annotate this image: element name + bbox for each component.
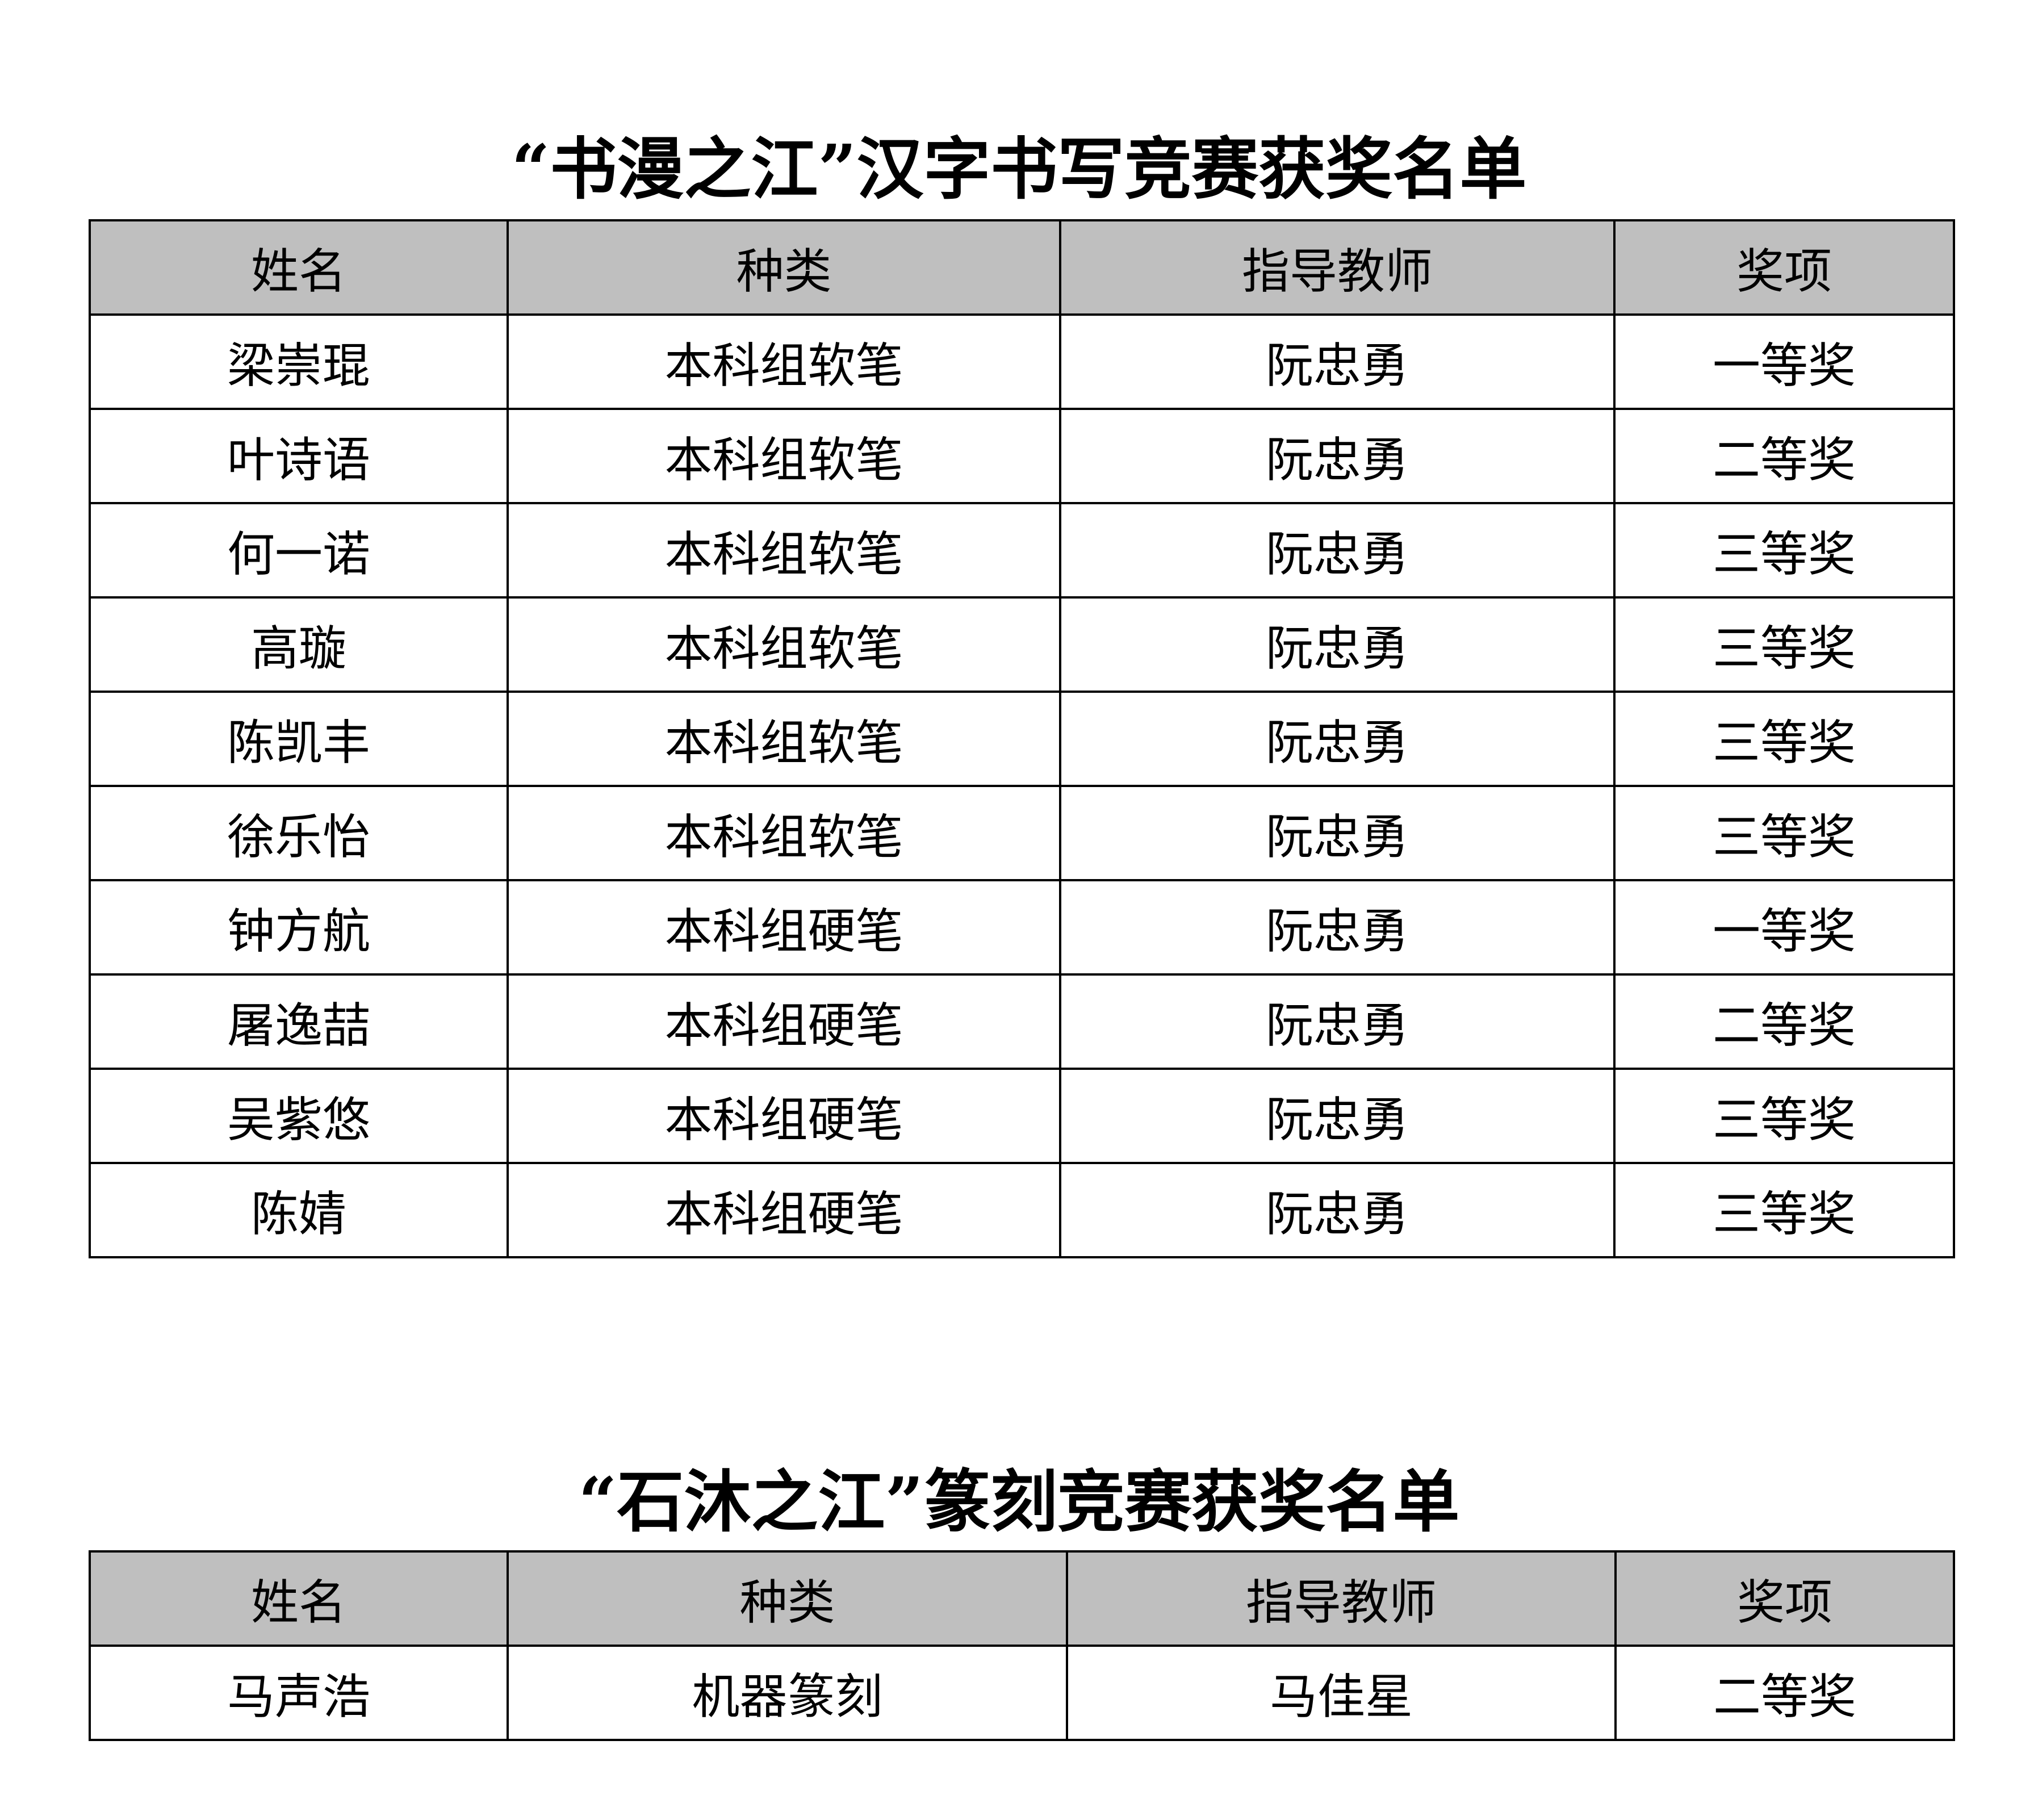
cell-award: 三等奖 (1613, 502, 1955, 599)
table-row: 吴紫悠 本科组硬笔 阮忠勇 三等奖 (89, 1068, 1955, 1164)
cell-teacher: 阮忠勇 (1059, 691, 1616, 787)
table-row: 屠逸喆 本科组硬笔 阮忠勇 二等奖 (89, 973, 1955, 1070)
table-row: 马声浩 机器篆刻 马佳星 二等奖 (89, 1645, 1955, 1741)
cell-teacher: 阮忠勇 (1059, 502, 1616, 599)
cell-name: 高璇 (89, 596, 509, 693)
cell-award: 三等奖 (1613, 1162, 1955, 1258)
header-name: 姓名 (89, 219, 509, 316)
cell-teacher: 阮忠勇 (1059, 785, 1616, 881)
header-name: 姓名 (89, 1550, 509, 1647)
cell-category: 本科组软笔 (507, 313, 1061, 410)
cell-award: 二等奖 (1613, 973, 1955, 1070)
cell-award: 三等奖 (1613, 596, 1955, 693)
cell-award: 二等奖 (1614, 1645, 1955, 1741)
table-row: 梁崇琨 本科组软笔 阮忠勇 一等奖 (89, 313, 1955, 410)
header-teacher: 指导教师 (1066, 1550, 1617, 1647)
header-category: 种类 (507, 1550, 1068, 1647)
cell-name: 屠逸喆 (89, 973, 509, 1070)
cell-category: 本科组软笔 (507, 408, 1061, 504)
cell-award: 一等奖 (1613, 313, 1955, 410)
cell-name: 陈婧 (89, 1162, 509, 1258)
table-row: 高璇 本科组软笔 阮忠勇 三等奖 (89, 596, 1955, 693)
table-row: 陈凯丰 本科组软笔 阮忠勇 三等奖 (89, 691, 1955, 787)
cell-teacher: 阮忠勇 (1059, 596, 1616, 693)
cell-category: 本科组硬笔 (507, 1068, 1061, 1164)
cell-award: 三等奖 (1613, 785, 1955, 881)
table-row: 何一诺 本科组软笔 阮忠勇 三等奖 (89, 502, 1955, 599)
table-row: 陈婧 本科组硬笔 阮忠勇 三等奖 (89, 1162, 1955, 1258)
cell-category: 机器篆刻 (507, 1645, 1068, 1741)
cell-category: 本科组软笔 (507, 502, 1061, 599)
cell-name: 吴紫悠 (89, 1068, 509, 1164)
cell-teacher: 马佳星 (1066, 1645, 1617, 1741)
header-category: 种类 (507, 219, 1061, 316)
cell-award: 三等奖 (1613, 691, 1955, 787)
header-award: 奖项 (1614, 1550, 1955, 1647)
cell-teacher: 阮忠勇 (1059, 313, 1616, 410)
cell-category: 本科组硬笔 (507, 879, 1061, 976)
table1-title: “书漫之江”汉字书写竞赛获奖名单 (511, 129, 1527, 208)
cell-teacher: 阮忠勇 (1059, 408, 1616, 504)
cell-name: 叶诗语 (89, 408, 509, 504)
cell-teacher: 阮忠勇 (1059, 973, 1616, 1070)
cell-category: 本科组软笔 (507, 596, 1061, 693)
cell-name: 梁崇琨 (89, 313, 509, 410)
cell-teacher: 阮忠勇 (1059, 879, 1616, 976)
cell-name: 马声浩 (89, 1645, 509, 1741)
table-row: 叶诗语 本科组软笔 阮忠勇 二等奖 (89, 408, 1955, 504)
cell-teacher: 阮忠勇 (1059, 1162, 1616, 1258)
cell-name: 钟方航 (89, 879, 509, 976)
header-row: 姓名 种类 指导教师 奖项 (89, 1550, 1955, 1647)
cell-category: 本科组软笔 (507, 691, 1061, 787)
cell-category: 本科组软笔 (507, 785, 1061, 881)
cell-name: 陈凯丰 (89, 691, 509, 787)
table-row: 徐乐怡 本科组软笔 阮忠勇 三等奖 (89, 785, 1955, 881)
header-teacher: 指导教师 (1059, 219, 1616, 316)
cell-category: 本科组硬笔 (507, 973, 1061, 1070)
cell-award: 三等奖 (1613, 1068, 1955, 1164)
award-table-seal-carving: 姓名 种类 指导教师 奖项 马声浩 机器篆刻 马佳星 二等奖 (89, 1550, 1955, 1741)
cell-category: 本科组硬笔 (507, 1162, 1061, 1258)
header-row: 姓名 种类 指导教师 奖项 (89, 219, 1955, 316)
cell-award: 一等奖 (1613, 879, 1955, 976)
award-table-calligraphy: 姓名 种类 指导教师 奖项 梁崇琨 本科组软笔 阮忠勇 一等奖 叶诗语 本科组软笔 阮忠勇二… (89, 219, 1955, 1258)
cell-teacher: 阮忠勇 (1059, 1068, 1616, 1164)
table2-title: “石沐之江”篆刻竞赛获奖名单 (578, 1462, 1460, 1541)
cell-award: 二等奖 (1613, 408, 1955, 504)
cell-name: 徐乐怡 (89, 785, 509, 881)
header-award: 奖项 (1613, 219, 1955, 316)
table-row: 钟方航 本科组硬笔 阮忠勇 一等奖 (89, 879, 1955, 976)
cell-name: 何一诺 (89, 502, 509, 599)
